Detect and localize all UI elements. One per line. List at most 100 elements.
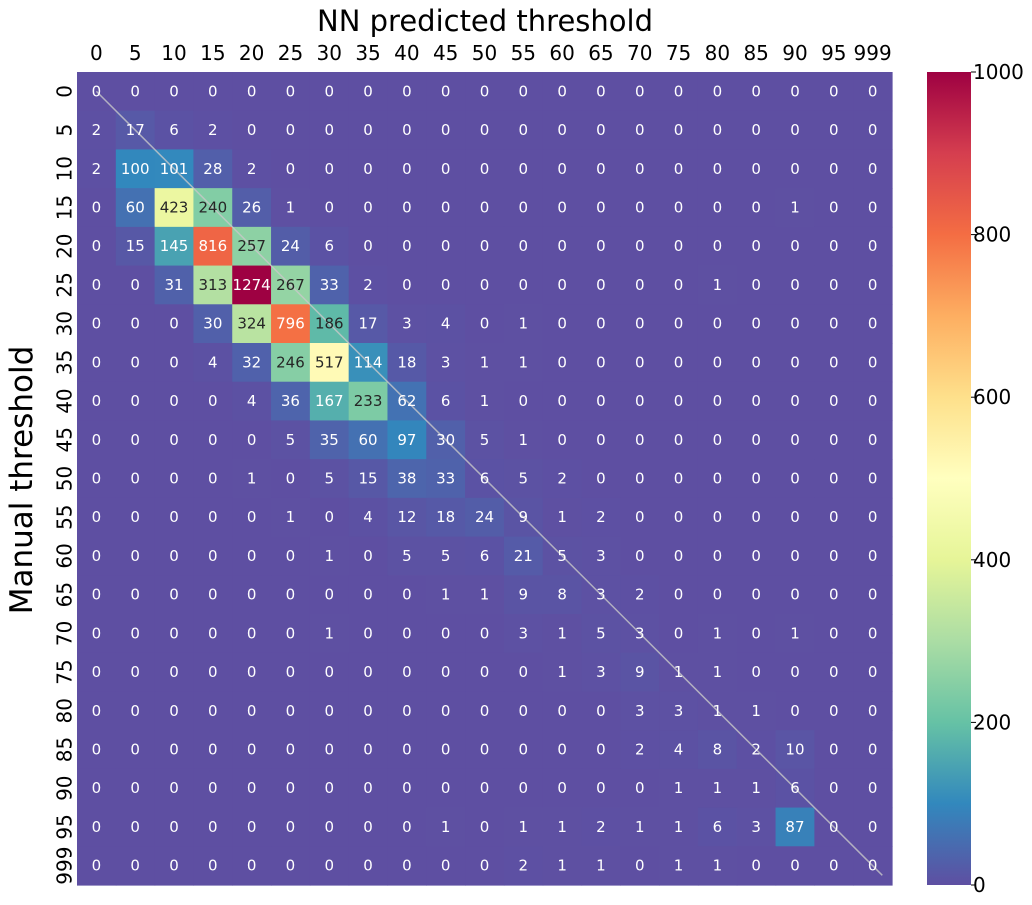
heatmap-cell bbox=[659, 420, 699, 460]
cell-value-label: 1 bbox=[751, 779, 761, 797]
heatmap-cell bbox=[154, 265, 195, 305]
cell-value-label: 114 bbox=[354, 353, 383, 371]
cell-value-label: 0 bbox=[674, 508, 684, 526]
cell-value-label: 1 bbox=[674, 857, 684, 875]
cell-value-label: 0 bbox=[169, 315, 179, 333]
cell-value-label: 0 bbox=[92, 353, 102, 371]
cell-value-label: 4 bbox=[247, 392, 257, 410]
cell-value-label: 0 bbox=[596, 470, 606, 488]
heatmap-cell bbox=[232, 575, 272, 615]
heatmap-cell bbox=[387, 226, 427, 267]
heatmap-cell bbox=[736, 459, 777, 499]
cell-value-label: 2 bbox=[751, 741, 761, 759]
cell-value-label: 0 bbox=[751, 199, 761, 217]
heatmap-cell bbox=[503, 149, 544, 189]
heatmap-cell bbox=[77, 110, 117, 151]
heatmap-cell bbox=[348, 768, 389, 809]
cell-value-label: 0 bbox=[130, 586, 140, 604]
cell-value-label: 35 bbox=[320, 431, 339, 449]
y-axis-label: Manual threshold bbox=[4, 346, 40, 615]
cell-value-label: 0 bbox=[790, 547, 800, 565]
cell-value-label: 0 bbox=[402, 160, 412, 178]
cell-value-label: 0 bbox=[557, 82, 567, 100]
heatmap-cell bbox=[697, 188, 738, 228]
heatmap-cell bbox=[503, 614, 544, 654]
heatmap-cell bbox=[465, 72, 505, 112]
cell-value-label: 2 bbox=[208, 121, 218, 139]
cell-value-label: 0 bbox=[324, 779, 334, 797]
cell-value-label: 0 bbox=[635, 199, 645, 217]
heatmap-cell bbox=[154, 226, 195, 267]
cell-value-label: 31 bbox=[164, 276, 183, 294]
heatmap-cell bbox=[503, 652, 544, 693]
heatmap-cell bbox=[542, 343, 583, 383]
cell-value-label: 1 bbox=[519, 431, 529, 449]
cell-value-label: 9 bbox=[519, 508, 529, 526]
heatmap-cell bbox=[465, 768, 505, 809]
heatmap-cell bbox=[503, 575, 544, 615]
heatmap-cell bbox=[465, 691, 505, 731]
cell-value-label: 1 bbox=[713, 624, 723, 642]
heatmap-cell bbox=[426, 536, 466, 576]
heatmap-cell bbox=[775, 420, 815, 460]
cell-value-label: 0 bbox=[363, 237, 373, 255]
x-tick-label: 65 bbox=[588, 41, 613, 65]
cell-value-label: 0 bbox=[635, 315, 645, 333]
cell-value-label: 0 bbox=[247, 547, 257, 565]
cell-value-label: 2 bbox=[635, 586, 645, 604]
cell-value-label: 5 bbox=[441, 547, 451, 565]
heatmap-cell bbox=[620, 846, 660, 886]
heatmap-cell bbox=[115, 149, 156, 189]
cell-value-label: 0 bbox=[441, 82, 451, 100]
cell-value-label: 324 bbox=[237, 315, 266, 333]
cell-value-label: 0 bbox=[868, 470, 878, 488]
cell-value-label: 0 bbox=[208, 741, 218, 759]
cell-value-label: 0 bbox=[674, 237, 684, 255]
cell-value-label: 0 bbox=[480, 857, 490, 875]
heatmap-cell bbox=[309, 72, 350, 112]
cell-value-label: 0 bbox=[519, 663, 529, 681]
cell-value-label: 0 bbox=[635, 431, 645, 449]
cell-value-label: 2 bbox=[247, 160, 257, 178]
cell-value-label: 0 bbox=[868, 431, 878, 449]
cell-value-label: 0 bbox=[713, 431, 723, 449]
heatmap-cell bbox=[736, 652, 777, 693]
heatmap-cell bbox=[581, 149, 621, 189]
cell-value-label: 0 bbox=[130, 508, 140, 526]
cell-value-label: 0 bbox=[247, 431, 257, 449]
cell-value-label: 6 bbox=[324, 237, 334, 255]
y-tick-label: 20 bbox=[53, 233, 77, 258]
cell-value-label: 0 bbox=[557, 353, 567, 371]
heatmap-cell bbox=[348, 420, 389, 460]
cell-value-label: 1 bbox=[674, 779, 684, 797]
cell-value-label: 0 bbox=[363, 741, 373, 759]
cell-value-label: 3 bbox=[751, 818, 761, 836]
cell-value-label: 0 bbox=[363, 586, 373, 604]
cell-value-label: 0 bbox=[674, 547, 684, 565]
cell-value-label: 0 bbox=[829, 199, 839, 217]
heatmap-cell bbox=[465, 110, 505, 151]
heatmap-cell bbox=[154, 110, 195, 151]
cell-value-label: 1 bbox=[519, 353, 529, 371]
heatmap-cell bbox=[853, 343, 893, 383]
cell-value-label: 0 bbox=[208, 624, 218, 642]
cell-value-label: 6 bbox=[713, 818, 723, 836]
cell-value-label: 3 bbox=[596, 547, 606, 565]
heatmap-cell bbox=[232, 768, 272, 809]
cell-value-label: 0 bbox=[790, 160, 800, 178]
cell-value-label: 0 bbox=[790, 276, 800, 294]
y-tick-label: 0 bbox=[53, 85, 77, 98]
heatmap-cell bbox=[193, 343, 233, 383]
cell-value-label: 0 bbox=[130, 315, 140, 333]
heatmap-cell bbox=[271, 614, 311, 654]
cell-value-label: 0 bbox=[713, 121, 723, 139]
heatmap-cell bbox=[387, 536, 427, 576]
cell-value-label: 24 bbox=[475, 508, 494, 526]
cell-value-label: 0 bbox=[480, 82, 490, 100]
cell-value-label: 0 bbox=[674, 392, 684, 410]
cell-value-label: 0 bbox=[92, 741, 102, 759]
heatmap-cell bbox=[115, 265, 156, 305]
cell-value-label: 3 bbox=[635, 624, 645, 642]
heatmap-cell bbox=[814, 459, 854, 499]
heatmap-cell bbox=[620, 730, 660, 770]
